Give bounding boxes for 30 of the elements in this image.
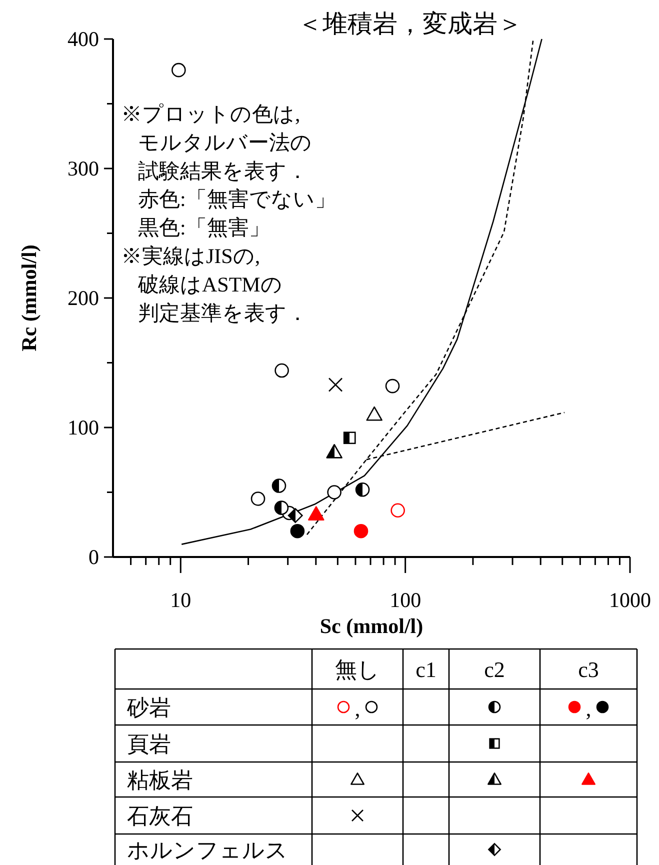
annotation: モルタルバー法の [138, 130, 312, 154]
x-axis-title: Sc (mmol/l) [320, 614, 424, 638]
annotation: 赤色:「無害でない」 [138, 187, 336, 212]
text: , [586, 696, 592, 721]
y-tick-label: 200 [68, 286, 99, 310]
x-tick-label: 1000 [609, 588, 651, 612]
annotation: 試験結果を表す． [138, 158, 308, 183]
category-label: 石灰石 [127, 804, 193, 828]
category-label: 砂岩 [127, 695, 171, 720]
chart-title: ＜堆積岩，変成岩＞ [298, 10, 522, 38]
y-tick-label: 400 [68, 27, 99, 51]
annotation: 黒色:「無害」 [138, 216, 270, 240]
category-label: c3 [578, 657, 599, 682]
annotation: ※実線はJISの, [121, 244, 260, 268]
y-tick-label: 0 [88, 545, 99, 569]
category-label: 無し [335, 657, 380, 682]
x-tick-label: 100 [390, 588, 422, 612]
annotation: 判定基準を表す． [138, 300, 308, 325]
y-tick-label: 100 [68, 416, 99, 440]
category-label: c1 [416, 657, 436, 682]
category-label: c2 [484, 657, 505, 682]
category-label: 頁岩 [127, 732, 171, 756]
category-label: ホルンフェルス [127, 838, 288, 862]
annotation: ※プロットの色は, [121, 102, 300, 126]
y-tick-label: 300 [68, 156, 99, 180]
text: , [354, 696, 360, 721]
annotation: 破線はASTMの [137, 272, 282, 296]
x-tick-label: 10 [170, 588, 192, 612]
category-label: 粘板岩 [127, 768, 193, 792]
y-axis-title: Rc (mmol/l) [17, 244, 41, 352]
